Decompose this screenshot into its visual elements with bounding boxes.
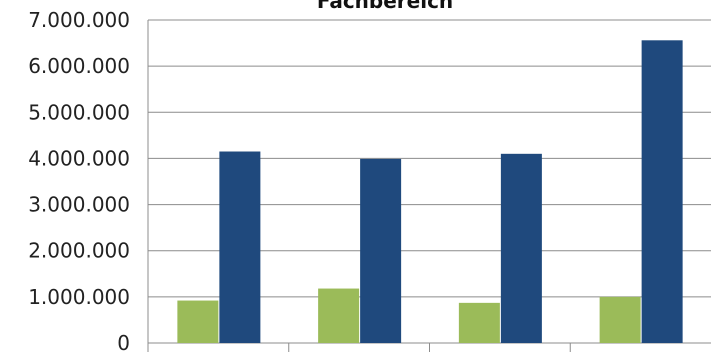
y-axis: 0 1.000.000 2.000.000 3.000.000 4.000.000 5.0…: [28, 8, 149, 352]
y-tick-label: 1.000.000: [28, 285, 130, 309]
bar-series-1-category-4: [599, 296, 641, 343]
y-tick-label: 3.000.000: [28, 193, 130, 217]
y-tick-label: 7.000.000: [28, 8, 130, 32]
bar-series-1-category-3: [458, 302, 500, 343]
y-tick-label: 4.000.000: [28, 146, 130, 170]
bar-series-1-category-2: [318, 288, 360, 343]
bar-series-2-category-3: [500, 153, 542, 343]
y-tick-label: 6.000.000: [28, 54, 130, 78]
bar-series-2-category-1: [219, 151, 261, 343]
chart-title: Fachbereich: [317, 0, 453, 13]
bars: [177, 40, 683, 343]
bar-series-2-category-2: [360, 158, 402, 343]
bar-series-2-category-4: [641, 40, 683, 343]
x-axis: [148, 342, 711, 352]
y-tick-label: 5.000.000: [28, 100, 130, 124]
bar-series-1-category-1: [177, 300, 219, 343]
y-tick-label: 0: [117, 331, 130, 352]
y-tick-label: 2.000.000: [28, 239, 130, 263]
